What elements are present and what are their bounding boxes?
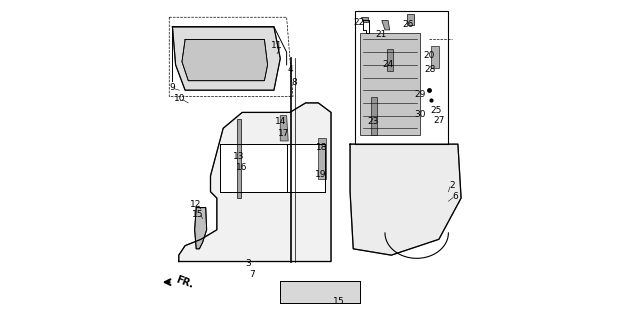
Text: 28: 28 [424,65,436,74]
Polygon shape [382,20,390,30]
Text: 17: 17 [278,129,289,138]
Text: 3: 3 [246,259,251,268]
Polygon shape [371,97,377,135]
Text: 29: 29 [415,91,426,100]
Text: 30: 30 [415,109,426,118]
Polygon shape [195,208,207,249]
Polygon shape [172,27,280,90]
Text: 4: 4 [288,65,293,74]
Polygon shape [280,281,359,303]
Text: 5: 5 [337,297,343,306]
Bar [355,11,449,144]
Text: 26: 26 [402,20,414,29]
Polygon shape [220,144,286,192]
Text: 8: 8 [291,78,297,87]
Polygon shape [386,49,393,71]
Text: 18: 18 [316,143,327,152]
Text: 1: 1 [333,297,339,306]
Text: FR.: FR. [175,274,195,290]
Polygon shape [178,103,331,261]
Text: 22: 22 [353,18,364,27]
Text: 12: 12 [190,200,202,209]
Polygon shape [286,144,324,192]
Polygon shape [182,39,268,81]
Polygon shape [318,138,326,179]
Text: 20: 20 [423,52,434,60]
Polygon shape [238,119,241,198]
Polygon shape [431,46,439,68]
Text: 10: 10 [173,94,185,103]
Text: 13: 13 [233,152,244,161]
Text: 21: 21 [376,30,387,39]
Text: 25: 25 [431,106,442,115]
Polygon shape [280,116,288,141]
Polygon shape [359,33,420,135]
Text: 27: 27 [434,116,445,125]
Text: 23: 23 [367,117,379,126]
Text: 9: 9 [170,83,175,92]
Polygon shape [350,144,461,255]
Text: 11: 11 [271,41,283,50]
Text: 7: 7 [249,270,255,279]
Text: 15: 15 [192,210,203,219]
Text: 16: 16 [236,164,247,172]
Text: 6: 6 [452,192,458,201]
Text: 2: 2 [449,181,455,190]
Text: 19: 19 [315,170,326,179]
Polygon shape [361,17,368,22]
Text: 14: 14 [275,117,286,126]
Text: 24: 24 [382,60,393,69]
Polygon shape [407,14,414,25]
